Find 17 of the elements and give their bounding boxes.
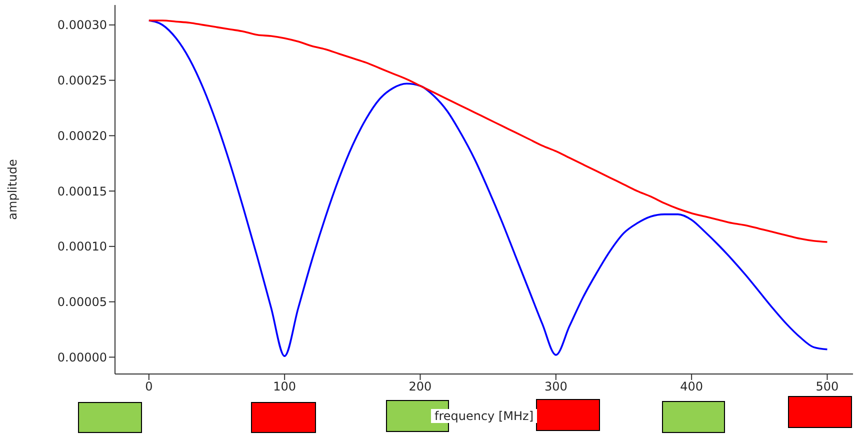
line-series bbox=[148, 20, 828, 357]
y-tick-label: 0.00015 bbox=[57, 184, 107, 198]
x-tick-label: 200 bbox=[408, 380, 432, 394]
y-tick-label: 0.00030 bbox=[57, 18, 107, 32]
y-tick-label: 0.00005 bbox=[57, 295, 107, 310]
x-tick-label: 100 bbox=[273, 380, 296, 394]
y-tick-label: 0.00025 bbox=[57, 74, 107, 88]
x-tick-label: 400 bbox=[680, 380, 704, 394]
y-tick-label: 0.00000 bbox=[57, 350, 107, 364]
y-tick-label: 0.00020 bbox=[57, 128, 107, 143]
y-axis-title: amplitude bbox=[5, 159, 20, 220]
x-axis-title: frequency [MHz] bbox=[431, 409, 537, 423]
x-tick-label: 0 bbox=[145, 380, 153, 394]
y-tick-label: 0.00010 bbox=[57, 240, 107, 254]
line-series bbox=[148, 20, 828, 243]
x-tick-label: 300 bbox=[544, 380, 568, 394]
x-tick-label: 500 bbox=[816, 380, 839, 394]
